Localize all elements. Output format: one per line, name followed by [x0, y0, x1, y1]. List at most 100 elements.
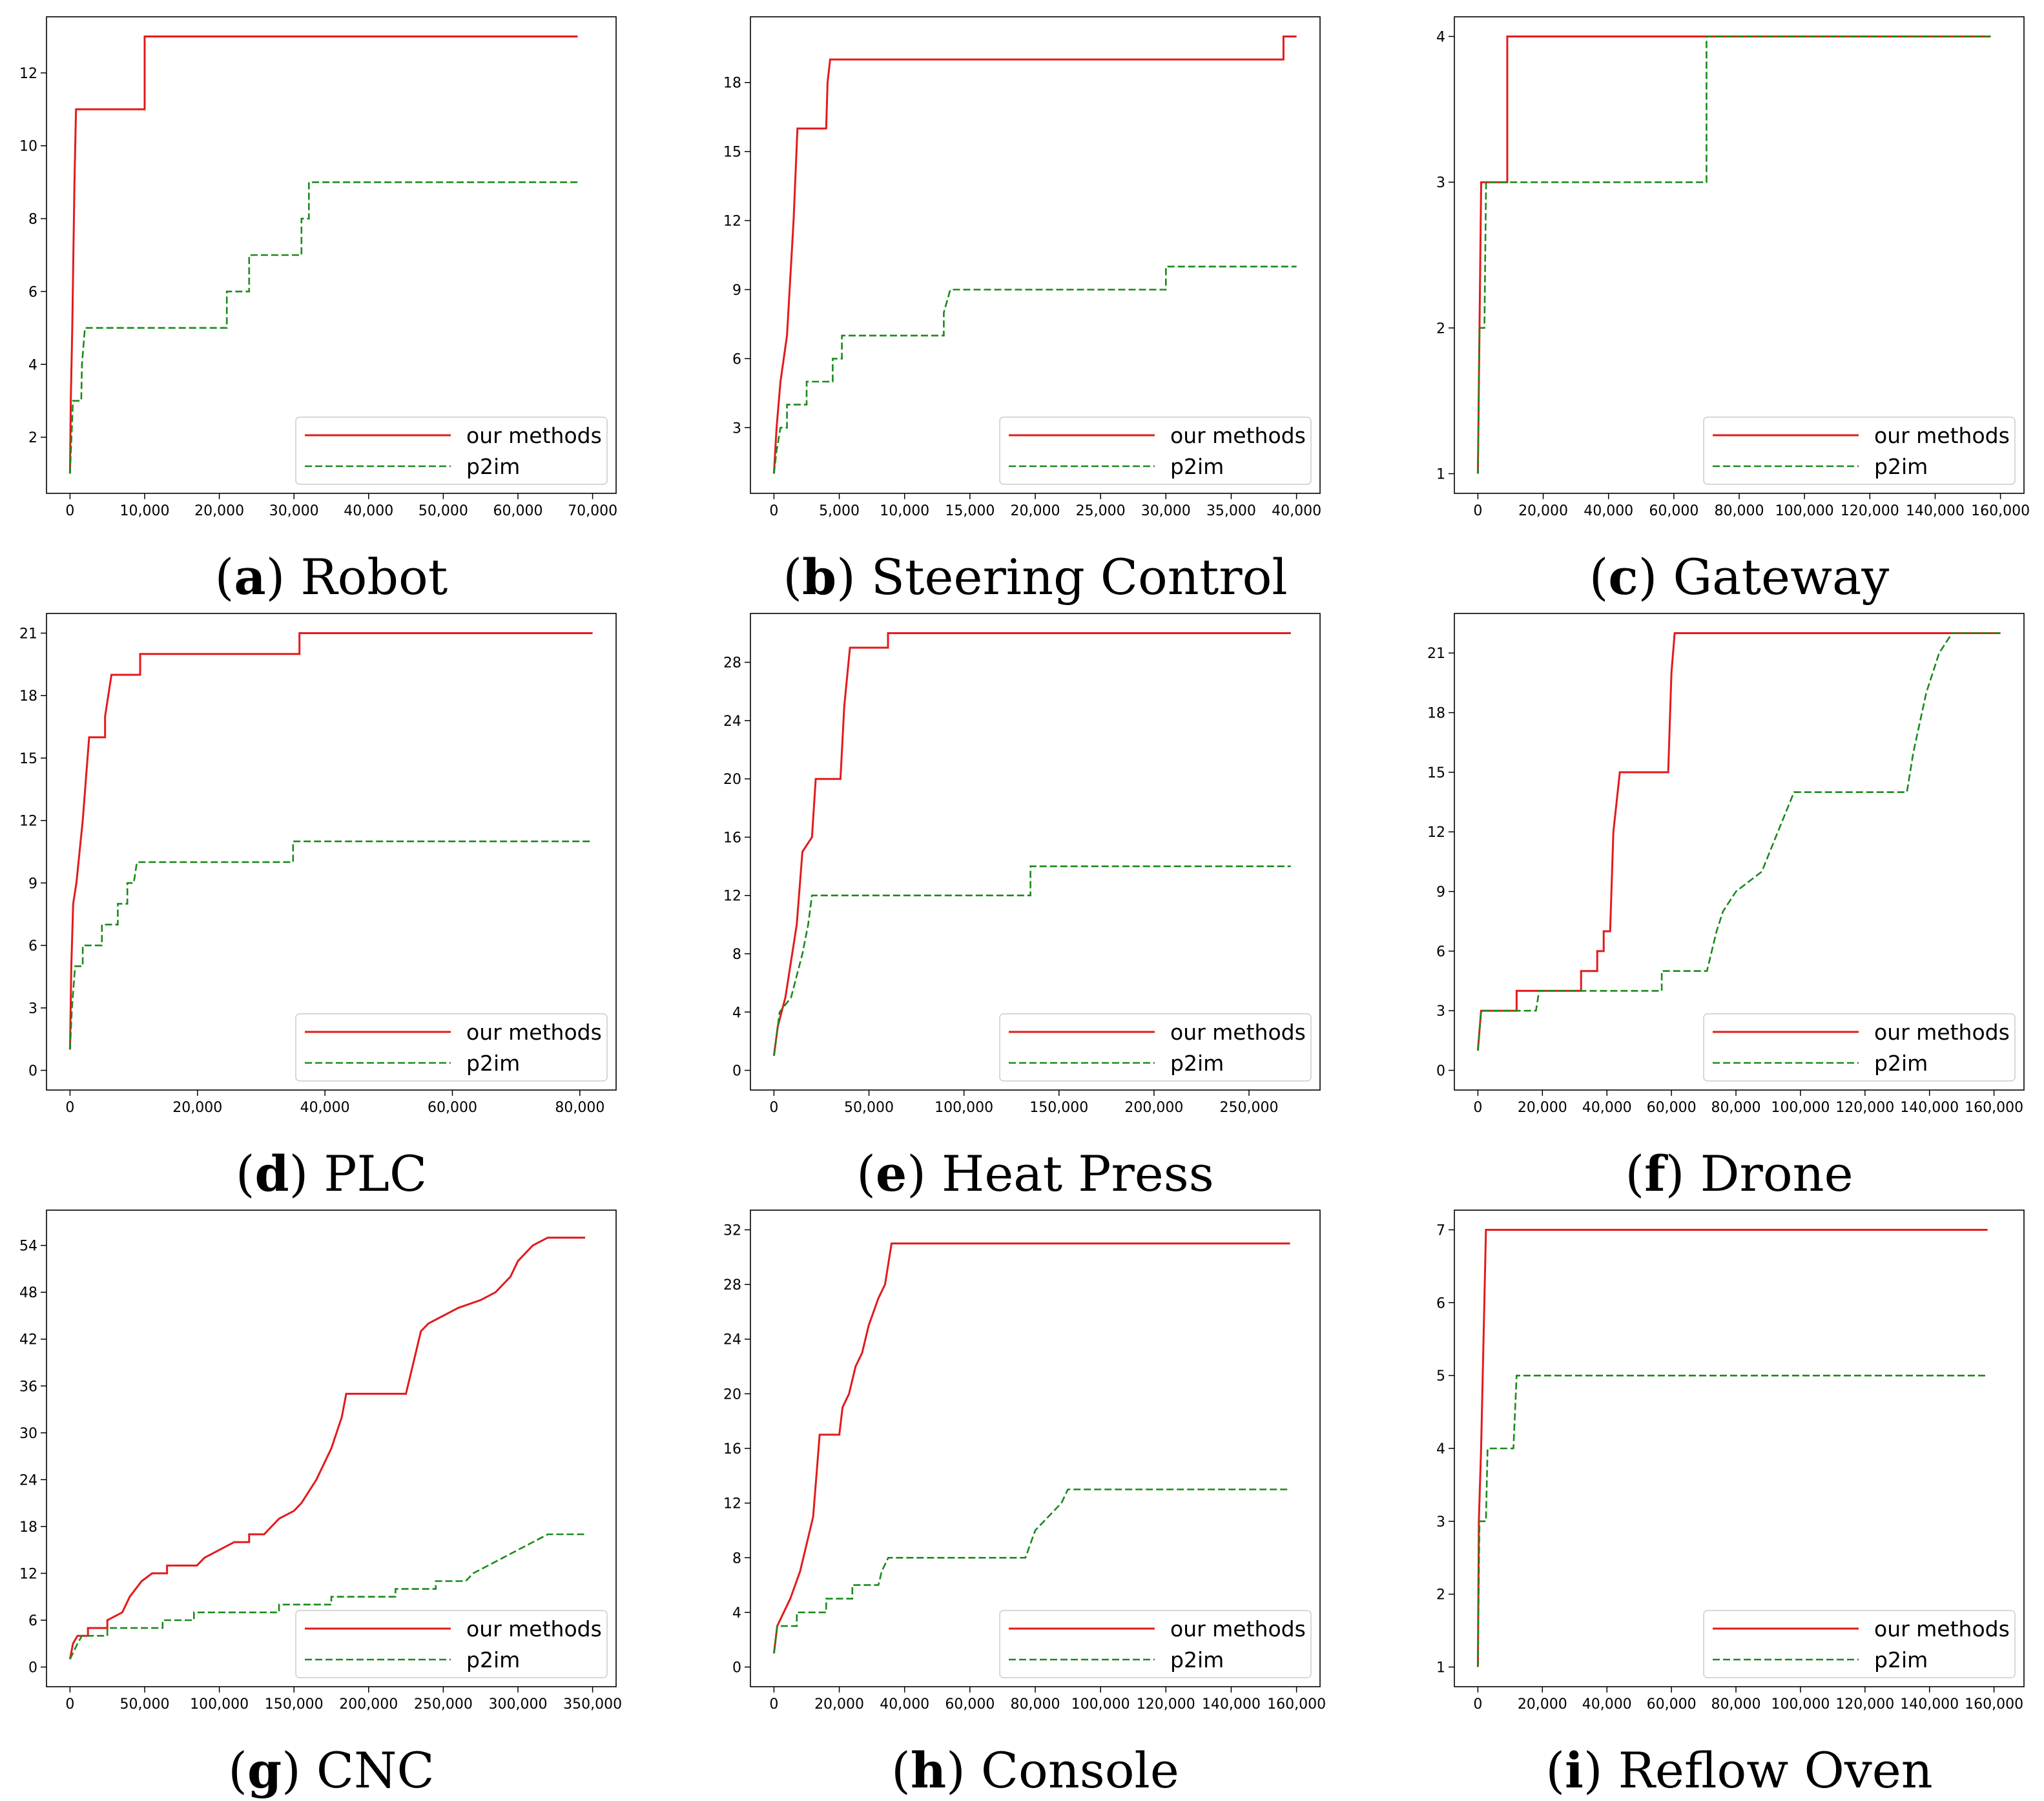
x-tick-label: 60,000	[428, 1100, 477, 1116]
x-tick-label: 160,000	[1971, 503, 2030, 519]
x-tick-label: 40,000	[1584, 503, 1633, 519]
legend: our methods p2im	[295, 1013, 608, 1082]
x-tick-label: 50,000	[844, 1100, 894, 1116]
legend: our methods p2im	[1703, 1013, 2016, 1082]
x-tick-label: 40,000	[1582, 1100, 1632, 1116]
x-tick-label: 20,000	[194, 503, 244, 519]
plot-frame	[46, 1209, 617, 1687]
legend-label-p2im: p2im	[1170, 1647, 1224, 1672]
plot-frame	[750, 613, 1321, 1091]
x-tick-label: 60,000	[493, 503, 542, 519]
x-tick-label: 140,000	[1900, 1100, 1959, 1116]
y-tick-label: 0	[28, 1660, 37, 1676]
legend-label-p2im: p2im	[1874, 1647, 1928, 1672]
y-tick-label: 12	[723, 1496, 741, 1512]
legend-label-p2im: p2im	[1170, 454, 1224, 479]
y-tick-label: 9	[28, 876, 37, 892]
x-tick-label: 350,000	[563, 1696, 622, 1713]
chart-a: 0 10,000 20,000 30,000 40,000 50,000 60,000 70,…	[19, 16, 617, 606]
y-tick-label: 18	[19, 688, 37, 705]
x-tick-label: 40,000	[344, 503, 393, 519]
x-tick-label: 50,000	[418, 503, 468, 519]
series-p2im-line	[1477, 632, 2001, 1051]
y-tick-label: 1	[1436, 467, 1445, 483]
series-p2im-line	[69, 840, 593, 1050]
y-tick-label: 0	[732, 1064, 741, 1080]
x-tick-label: 30,000	[269, 503, 319, 519]
chart-g: 0 50,000 100,000 150,000 200,000 250,000 300,0…	[19, 1209, 622, 1799]
y-tick-label: 9	[732, 282, 741, 298]
x-tick-label: 0	[769, 503, 778, 519]
y-tick-label: 2	[1436, 321, 1445, 337]
legend-label-our-methods: our methods	[1170, 1020, 1306, 1045]
legend-label-p2im: p2im	[466, 1051, 520, 1076]
legend-box	[999, 1610, 1312, 1678]
x-tick-label: 60,000	[1647, 1696, 1697, 1713]
x-tick-label: 100,000	[1771, 1100, 1830, 1116]
series-p2im-line	[1477, 36, 1991, 474]
legend-label-our-methods: our methods	[1170, 1616, 1306, 1641]
legend-label-our-methods: our methods	[466, 1616, 602, 1641]
panel-title: PLC	[324, 1145, 427, 1202]
x-tick-label: 20,000	[1518, 1100, 1567, 1116]
series-our-methods-line	[1476, 632, 2001, 1051]
y-tick-label: 28	[723, 655, 741, 672]
y-tick-label: 4	[1436, 1441, 1445, 1457]
panel-title: CNC	[316, 1742, 435, 1799]
x-tick-label: 50,000	[120, 1696, 170, 1713]
y-tick-label: 28	[723, 1277, 741, 1293]
x-tick-label: 150,000	[265, 1696, 324, 1713]
panel-caption: (b) Steering Control	[783, 548, 1287, 606]
x-tick-label: 40,000	[1582, 1696, 1632, 1713]
y-tick-label: 6	[28, 284, 37, 300]
legend-box	[1703, 1013, 2016, 1082]
series-our-methods-line	[68, 1237, 585, 1660]
chart-i: 0 20,000 40,000 60,000 80,000 100,000 120,000 1…	[1436, 1209, 2025, 1799]
legend: our methods p2im	[295, 1610, 608, 1678]
x-tick-label: 30,000	[1141, 503, 1191, 519]
panel-caption: (f) Drone	[1625, 1145, 1853, 1202]
legend-label-p2im: p2im	[1874, 454, 1928, 479]
chart-e: 0 50,000 100,000 150,000 200,000 250,000 0 4 8 12…	[723, 613, 1321, 1202]
legend-box	[999, 417, 1312, 485]
y-tick-label: 12	[723, 214, 741, 230]
legend: our methods p2im	[999, 1610, 1312, 1678]
x-tick-label: 100,000	[934, 1100, 993, 1116]
y-tick-label: 9	[1436, 885, 1445, 901]
series-p2im-line	[773, 1488, 1290, 1654]
x-tick-label: 100,000	[1775, 503, 1834, 519]
y-tick-label: 6	[732, 351, 741, 367]
y-tick-label: 7	[1436, 1222, 1445, 1239]
legend-label-p2im: p2im	[1874, 1051, 1928, 1076]
series-our-methods-line	[68, 632, 593, 1050]
x-tick-label: 160,000	[1267, 1696, 1326, 1713]
x-tick-label: 250,000	[414, 1696, 473, 1713]
panel-title: Gateway	[1673, 548, 1889, 606]
plot-frame	[1454, 613, 2025, 1091]
y-tick-label: 8	[732, 1550, 741, 1567]
y-tick-label: 21	[19, 626, 37, 642]
plot-frame	[46, 613, 617, 1091]
panel-caption: (g) CNC	[228, 1742, 434, 1799]
series-our-methods-line	[1476, 36, 1991, 474]
y-tick-label: 24	[723, 1332, 741, 1348]
x-tick-label: 140,000	[1900, 1696, 1959, 1713]
y-tick-label: 18	[723, 76, 741, 92]
x-tick-label: 120,000	[1835, 1100, 1894, 1116]
x-tick-label: 120,000	[1841, 503, 1899, 519]
y-tick-label: 6	[1436, 944, 1445, 960]
panel-caption: (i) Reflow Oven	[1545, 1742, 1932, 1799]
x-tick-label: 70,000	[568, 503, 617, 519]
x-tick-label: 0	[769, 1100, 778, 1116]
panel-title: Console	[981, 1742, 1179, 1799]
y-tick-label: 6	[28, 1613, 37, 1629]
legend: our methods p2im	[1703, 1610, 2016, 1678]
series-p2im-line	[773, 865, 1291, 1056]
y-tick-label: 8	[732, 947, 741, 963]
y-tick-label: 3	[28, 1001, 37, 1017]
x-tick-label: 160,000	[1965, 1100, 2023, 1116]
x-tick-label: 120,000	[1835, 1696, 1894, 1713]
x-tick-label: 80,000	[1711, 1696, 1761, 1713]
x-tick-label: 60,000	[1647, 1100, 1697, 1116]
x-tick-label: 100,000	[190, 1696, 249, 1713]
